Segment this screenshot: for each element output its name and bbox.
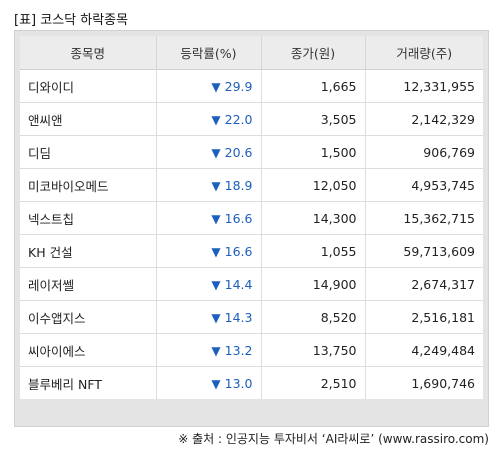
table-row: 이수앱지스 ▼ 14.3 8,520 2,516,181 — [20, 300, 483, 334]
table-row: 씨아이에스 ▼ 13.2 13,750 4,249,484 — [20, 333, 483, 367]
closing-price-cell: 2,510 — [261, 366, 366, 399]
table-row: 블루베리 NFT ▼ 13.0 2,510 1,690,746 — [20, 366, 483, 399]
volume-cell: 59,713,609 — [365, 234, 483, 268]
change-rate-cell: ▼ 14.3 — [156, 300, 262, 334]
change-rate-value: 20.6 — [224, 144, 253, 160]
volume-cell: 2,142,329 — [365, 102, 483, 136]
closing-price-cell: 8,520 — [261, 300, 366, 334]
stock-name-cell: KH 건설 — [20, 234, 157, 268]
table-row: 넥스트칩 ▼ 16.6 14,300 15,362,715 — [20, 201, 483, 235]
down-triangle-icon: ▼ — [211, 145, 221, 160]
change-rate-value: 18.9 — [224, 177, 253, 193]
closing-price-cell: 13,750 — [261, 333, 366, 367]
change-rate-value: 16.6 — [224, 210, 253, 226]
change-rate-cell: ▼ 20.6 — [156, 135, 262, 169]
volume-cell: 4,953,745 — [365, 168, 483, 202]
page-title: [표] 코스닥 하락종목 — [14, 13, 129, 28]
change-rate-cell: ▼ 16.6 — [156, 201, 262, 235]
down-triangle-icon: ▼ — [211, 277, 221, 292]
stock-name-cell: 디딤 — [20, 135, 157, 169]
closing-price-cell: 1,500 — [261, 135, 366, 169]
table-row: 미코바이오메드 ▼ 18.9 12,050 4,953,745 — [20, 168, 483, 202]
change-rate-cell: ▼ 18.9 — [156, 168, 262, 202]
header-closing-price: 종가(원) — [261, 36, 366, 70]
change-rate-cell: ▼ 29.9 — [156, 69, 262, 103]
change-rate-value: 13.2 — [224, 342, 253, 358]
stock-name-cell: 씨아이에스 — [20, 333, 157, 367]
volume-cell: 906,769 — [365, 135, 483, 169]
down-triangle-icon: ▼ — [211, 211, 221, 226]
change-rate-cell: ▼ 16.6 — [156, 234, 262, 268]
down-triangle-icon: ▼ — [211, 376, 221, 391]
stock-name-cell: 미코바이오메드 — [20, 168, 157, 202]
stock-name-cell: 넥스트칩 — [20, 201, 157, 235]
volume-cell: 4,249,484 — [365, 333, 483, 367]
down-triangle-icon: ▼ — [211, 343, 221, 358]
table-row: KH 건설 ▼ 16.6 1,055 59,713,609 — [20, 234, 483, 268]
table-row: 앤씨앤 ▼ 22.0 3,505 2,142,329 — [20, 102, 483, 136]
change-rate-cell: ▼ 13.0 — [156, 366, 262, 399]
header-change-rate: 등락률(%) — [156, 36, 262, 70]
down-triangle-icon: ▼ — [211, 178, 221, 193]
closing-price-cell: 3,505 — [261, 102, 366, 136]
change-rate-value: 13.0 — [224, 375, 253, 391]
header-stock-name: 종목명 — [20, 36, 157, 70]
down-triangle-icon: ▼ — [211, 79, 221, 94]
down-triangle-icon: ▼ — [211, 310, 221, 325]
stock-name-cell: 블루베리 NFT — [20, 366, 157, 399]
table-row: 레이저쎌 ▼ 14.4 14,900 2,674,317 — [20, 267, 483, 301]
down-triangle-icon: ▼ — [211, 112, 221, 127]
change-rate-cell: ▼ 22.0 — [156, 102, 262, 136]
volume-cell: 2,516,181 — [365, 300, 483, 334]
closing-price-cell: 14,300 — [261, 201, 366, 235]
source-note: ※ 출처 : 인공지능 투자비서 ‘AI라씨로’ (www.rassiro.co… — [178, 432, 489, 446]
closing-price-cell: 14,900 — [261, 267, 366, 301]
closing-price-cell: 12,050 — [261, 168, 366, 202]
table-row: 디딤 ▼ 20.6 1,500 906,769 — [20, 135, 483, 169]
volume-cell: 2,674,317 — [365, 267, 483, 301]
stock-name-cell: 이수앱지스 — [20, 300, 157, 334]
change-rate-value: 29.9 — [224, 78, 253, 94]
volume-cell: 1,690,746 — [411, 375, 475, 391]
table-frame: 종목명 등락률(%) 종가(원) 거래량(주) 디와이디 ▼ 29.9 1,665 12… — [14, 30, 489, 427]
change-rate-value: 14.3 — [224, 309, 253, 325]
down-triangle-icon: ▼ — [211, 244, 221, 259]
declining-stocks-table: 종목명 등락률(%) 종가(원) 거래량(주) 디와이디 ▼ 29.9 1,665 12… — [20, 36, 483, 399]
change-rate-value: 16.6 — [224, 243, 253, 259]
volume-cell: 15,362,715 — [365, 201, 483, 235]
volume-cell: 12,331,955 — [365, 69, 483, 103]
change-rate-cell: ▼ 13.2 — [156, 333, 262, 367]
table-row: 디와이디 ▼ 29.9 1,665 12,331,955 — [20, 69, 483, 103]
closing-price-cell: 1,055 — [261, 234, 366, 268]
change-rate-cell: ▼ 14.4 — [156, 267, 262, 301]
change-rate-value: 22.0 — [224, 111, 253, 127]
stock-name-cell: 앤씨앤 — [20, 102, 157, 136]
change-rate-value: 14.4 — [224, 276, 253, 292]
header-volume: 거래량(주) — [365, 36, 483, 70]
closing-price-cell: 1,665 — [261, 69, 366, 103]
stock-name-cell: 레이저쎌 — [20, 267, 157, 301]
table-header-row: 종목명 등락률(%) 종가(원) 거래량(주) — [20, 36, 483, 70]
stock-name-cell: 디와이디 — [20, 69, 157, 103]
